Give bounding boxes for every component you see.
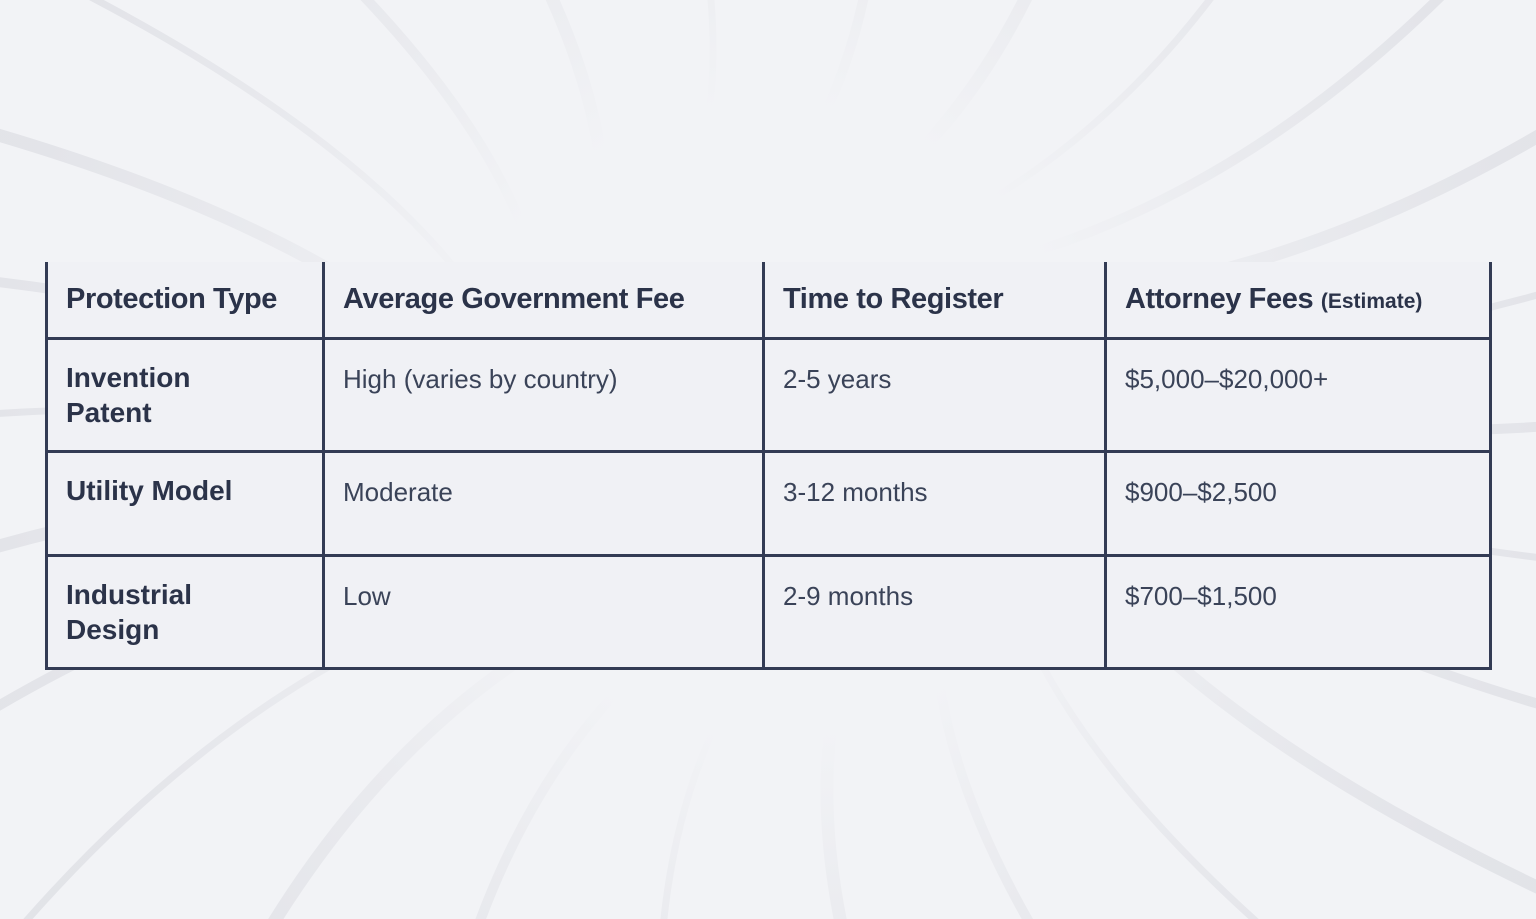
cell-protection-type: Invention Patent (45, 336, 325, 453)
cell-attorney-fees: $900–$2,500 (1104, 449, 1492, 557)
cell-protection-type: Industrial Design (45, 553, 325, 670)
cell-government-fee: High (varies by country) (322, 336, 765, 453)
cell-government-fee: Low (322, 553, 765, 670)
header-cell-time-to-register: Time to Register (762, 262, 1107, 340)
cell-government-fee: Moderate (322, 449, 765, 557)
table-row-industrial-design: Industrial Design Low 2-9 months $700–$1… (45, 553, 1492, 670)
table-row-invention-patent: Invention Patent High (varies by country… (45, 336, 1492, 453)
cell-time-to-register: 3-12 months (762, 449, 1107, 557)
protection-comparison-table: Protection Type Average Government Fee T… (45, 262, 1492, 670)
cell-attorney-fees: $5,000–$20,000+ (1104, 336, 1492, 453)
table-row-utility-model: Utility Model Moderate 3-12 months $900–… (45, 449, 1492, 557)
cell-protection-type: Utility Model (45, 449, 325, 557)
header-cell-government-fee: Average Government Fee (322, 262, 765, 340)
attorney-fees-estimate-note: (Estimate) (1320, 289, 1423, 313)
cell-time-to-register: 2-5 years (762, 336, 1107, 453)
header-cell-attorney-fees: Attorney Fees (Estimate) (1104, 262, 1492, 340)
header-row: Protection Type Average Government Fee T… (45, 262, 1492, 340)
header-cell-protection-type: Protection Type (45, 262, 325, 340)
cell-attorney-fees: $700–$1,500 (1104, 553, 1492, 670)
attorney-fees-label: Attorney Fees (1125, 282, 1314, 315)
cell-time-to-register: 2-9 months (762, 553, 1107, 670)
